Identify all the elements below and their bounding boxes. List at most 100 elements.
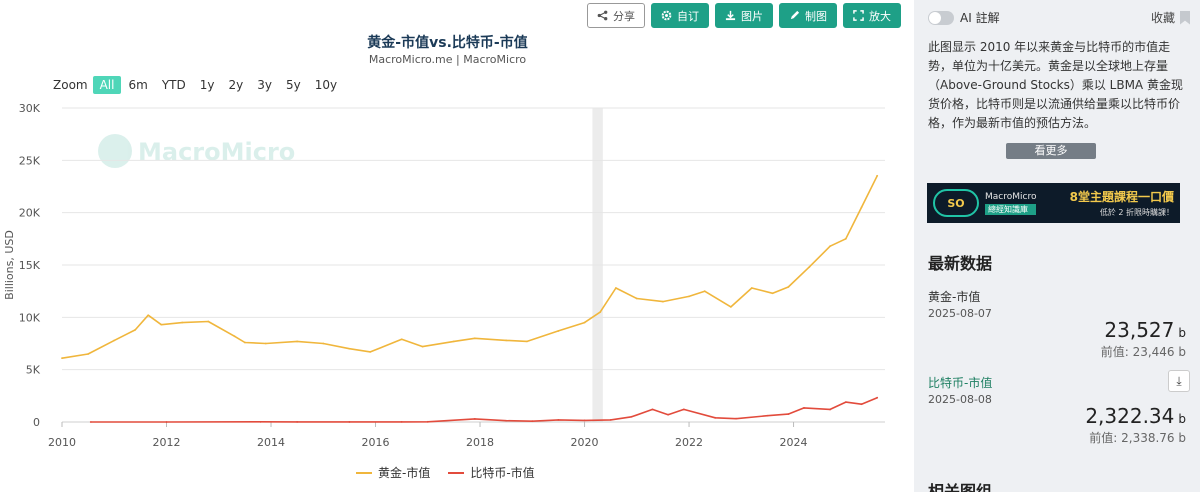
banner-tag: 總經知識庫 [985, 203, 1037, 215]
banner-brand: MacroMicro [985, 191, 1037, 202]
gold-data-point [348, 347, 351, 350]
bitcoin-download-button[interactable]: ⤓ [1168, 370, 1190, 392]
bitcoin-data-point [860, 403, 863, 406]
draw-button[interactable]: 制图 [779, 3, 837, 28]
latest-bitcoin-block: 比特币-市值 2025-08-08 ⤓ 2,322.34 b 前值: 2,338.… [928, 370, 1190, 446]
subscribe-button[interactable]: 自订 [651, 3, 709, 28]
bitcoin-data-point [505, 419, 508, 422]
gold-data-point [829, 245, 832, 248]
gold-data-point [614, 287, 617, 289]
range-6m-button[interactable]: 6m [128, 78, 148, 92]
gold-data-point [113, 339, 116, 342]
gold-value-unit: b [1178, 326, 1186, 340]
download-icon [725, 10, 736, 21]
line-chart[interactable]: MacroMicro 0 5K 10K 15K 20K 25K 30K 2010 2012 2014… [0, 95, 900, 455]
gold-data-point [233, 335, 236, 338]
gold-market-cap-line [61, 175, 878, 359]
range-5y-button[interactable]: 5y [285, 78, 301, 92]
y-axis-label: Billions, USD [3, 230, 16, 300]
bitcoin-data-point [426, 420, 429, 423]
x-tick-label: 2016 [362, 436, 390, 449]
bitcoin-market-cap-line [90, 396, 878, 423]
bitcoin-data-point [473, 417, 476, 420]
subscribe-label: 自订 [677, 9, 699, 23]
y-tick-label: 10K [19, 311, 41, 324]
collect-label: 收藏 [1150, 11, 1175, 25]
gold-data-point [369, 350, 372, 353]
gold-data-point [599, 311, 602, 313]
chart-title: 黄金-市值vs.比特币-市值 [367, 35, 528, 51]
bitcoin-data-point [531, 420, 534, 423]
gold-data-point [473, 337, 476, 340]
legend-item-gold[interactable]: 黄金-市值 [356, 464, 430, 481]
chart-legend: 黄金-市值 比特币-市值 [356, 464, 535, 481]
gold-data-point [181, 321, 184, 324]
see-more-button[interactable]: 看更多 [1006, 143, 1096, 159]
gold-data-point [662, 300, 664, 303]
bitcoin-data-point [296, 421, 299, 423]
range-all-button[interactable]: All [92, 76, 122, 94]
ai-annotation-toggle[interactable] [928, 10, 954, 25]
range-3y-button[interactable]: 3y [257, 78, 272, 92]
share-icon [597, 10, 608, 21]
gold-data-point [557, 330, 560, 332]
y-tick-label: 30K [19, 102, 41, 115]
gold-data-point [296, 340, 299, 343]
range-2y-button[interactable]: 2y [228, 78, 244, 92]
range-ytd-button[interactable]: YTD [161, 78, 186, 92]
x-tick-label: 2010 [48, 436, 76, 449]
gold-data-point [421, 345, 424, 348]
bookmark-icon [1180, 10, 1190, 25]
x-tick-label: 2024 [780, 436, 808, 449]
legend-label-gold: 黄金-市值 [378, 466, 431, 480]
watermark-text: MacroMicro [138, 138, 295, 166]
bitcoin-data-point [609, 419, 612, 421]
banner-title: 8堂主題課程一口價 [1069, 190, 1174, 204]
image-download-button[interactable]: 图片 [715, 3, 773, 28]
bitcoin-data-point [682, 408, 685, 411]
gold-data-point [400, 338, 403, 341]
x-tick-label: 2012 [153, 436, 181, 449]
gold-data-point [635, 297, 638, 300]
gold-data-point [526, 340, 528, 343]
gold-data-point [61, 357, 63, 360]
bitcoin-value-unit: b [1178, 412, 1186, 426]
bitcoin-data-point [651, 408, 654, 411]
related-charts-title: 相关图组 [928, 482, 993, 492]
gold-data-point [322, 342, 325, 345]
chart-panel: 分享 自订 图片 制图 放大 黄金-市值vs.比特币-市值 MacroMicro… [0, 3, 901, 481]
zoom-button[interactable]: 放大 [843, 3, 901, 28]
side-panel: AI 註解 收藏 此图显示 2010 年以来黄金与比特币的市值走势，单位为十亿美… [914, 0, 1200, 492]
y-tick-label: 15K [19, 259, 41, 272]
legend-swatch-bitcoin [448, 471, 465, 474]
collect-button[interactable]: 收藏 [1151, 9, 1190, 26]
chart-description: 此图显示 2010 年以来黄金与比特币的市值走势，单位为十亿美元。黄金是以全球地… [928, 40, 1183, 130]
course-banner[interactable]: SO MacroMicro 總經知識庫 8堂主題課程一口價 低於 2 折限時購課… [927, 183, 1180, 223]
bitcoin-data-point [714, 416, 717, 419]
range-1y-button[interactable]: 1y [199, 78, 215, 92]
y-tick-label: 25K [19, 154, 41, 167]
legend-item-bitcoin[interactable]: 比特币-市值 [448, 464, 535, 481]
chart-subtitle: MacroMicro.me | MacroMicro [368, 53, 527, 66]
gold-data-point [147, 314, 150, 317]
gold-series-name[interactable]: 黄金-市值 [928, 290, 981, 304]
share-button[interactable]: 分享 [587, 3, 645, 28]
gold-data-point [787, 286, 790, 288]
legend-swatch-gold [356, 471, 372, 474]
x-tick-label: 2014 [257, 436, 285, 449]
bitcoin-latest-value: 2,322.34 b [1085, 404, 1186, 428]
range-10y-button[interactable]: 10y [314, 78, 338, 92]
gold-series-date: 2025-08-07 [928, 307, 992, 320]
gold-data-point [844, 237, 847, 240]
gold-data-point [876, 174, 879, 177]
bitcoin-data-point [787, 413, 790, 416]
watermark-logo-icon [98, 134, 132, 168]
latest-data-title: 最新数据 [928, 254, 993, 273]
bitcoin-data-point [667, 413, 670, 416]
share-label: 分享 [613, 9, 635, 23]
download-icon: ⤓ [1176, 373, 1182, 388]
gold-data-point [134, 328, 137, 331]
bitcoin-series-name[interactable]: 比特币-市值 [928, 376, 993, 390]
bitcoin-data-point [400, 420, 403, 423]
pencil-icon [790, 10, 800, 20]
